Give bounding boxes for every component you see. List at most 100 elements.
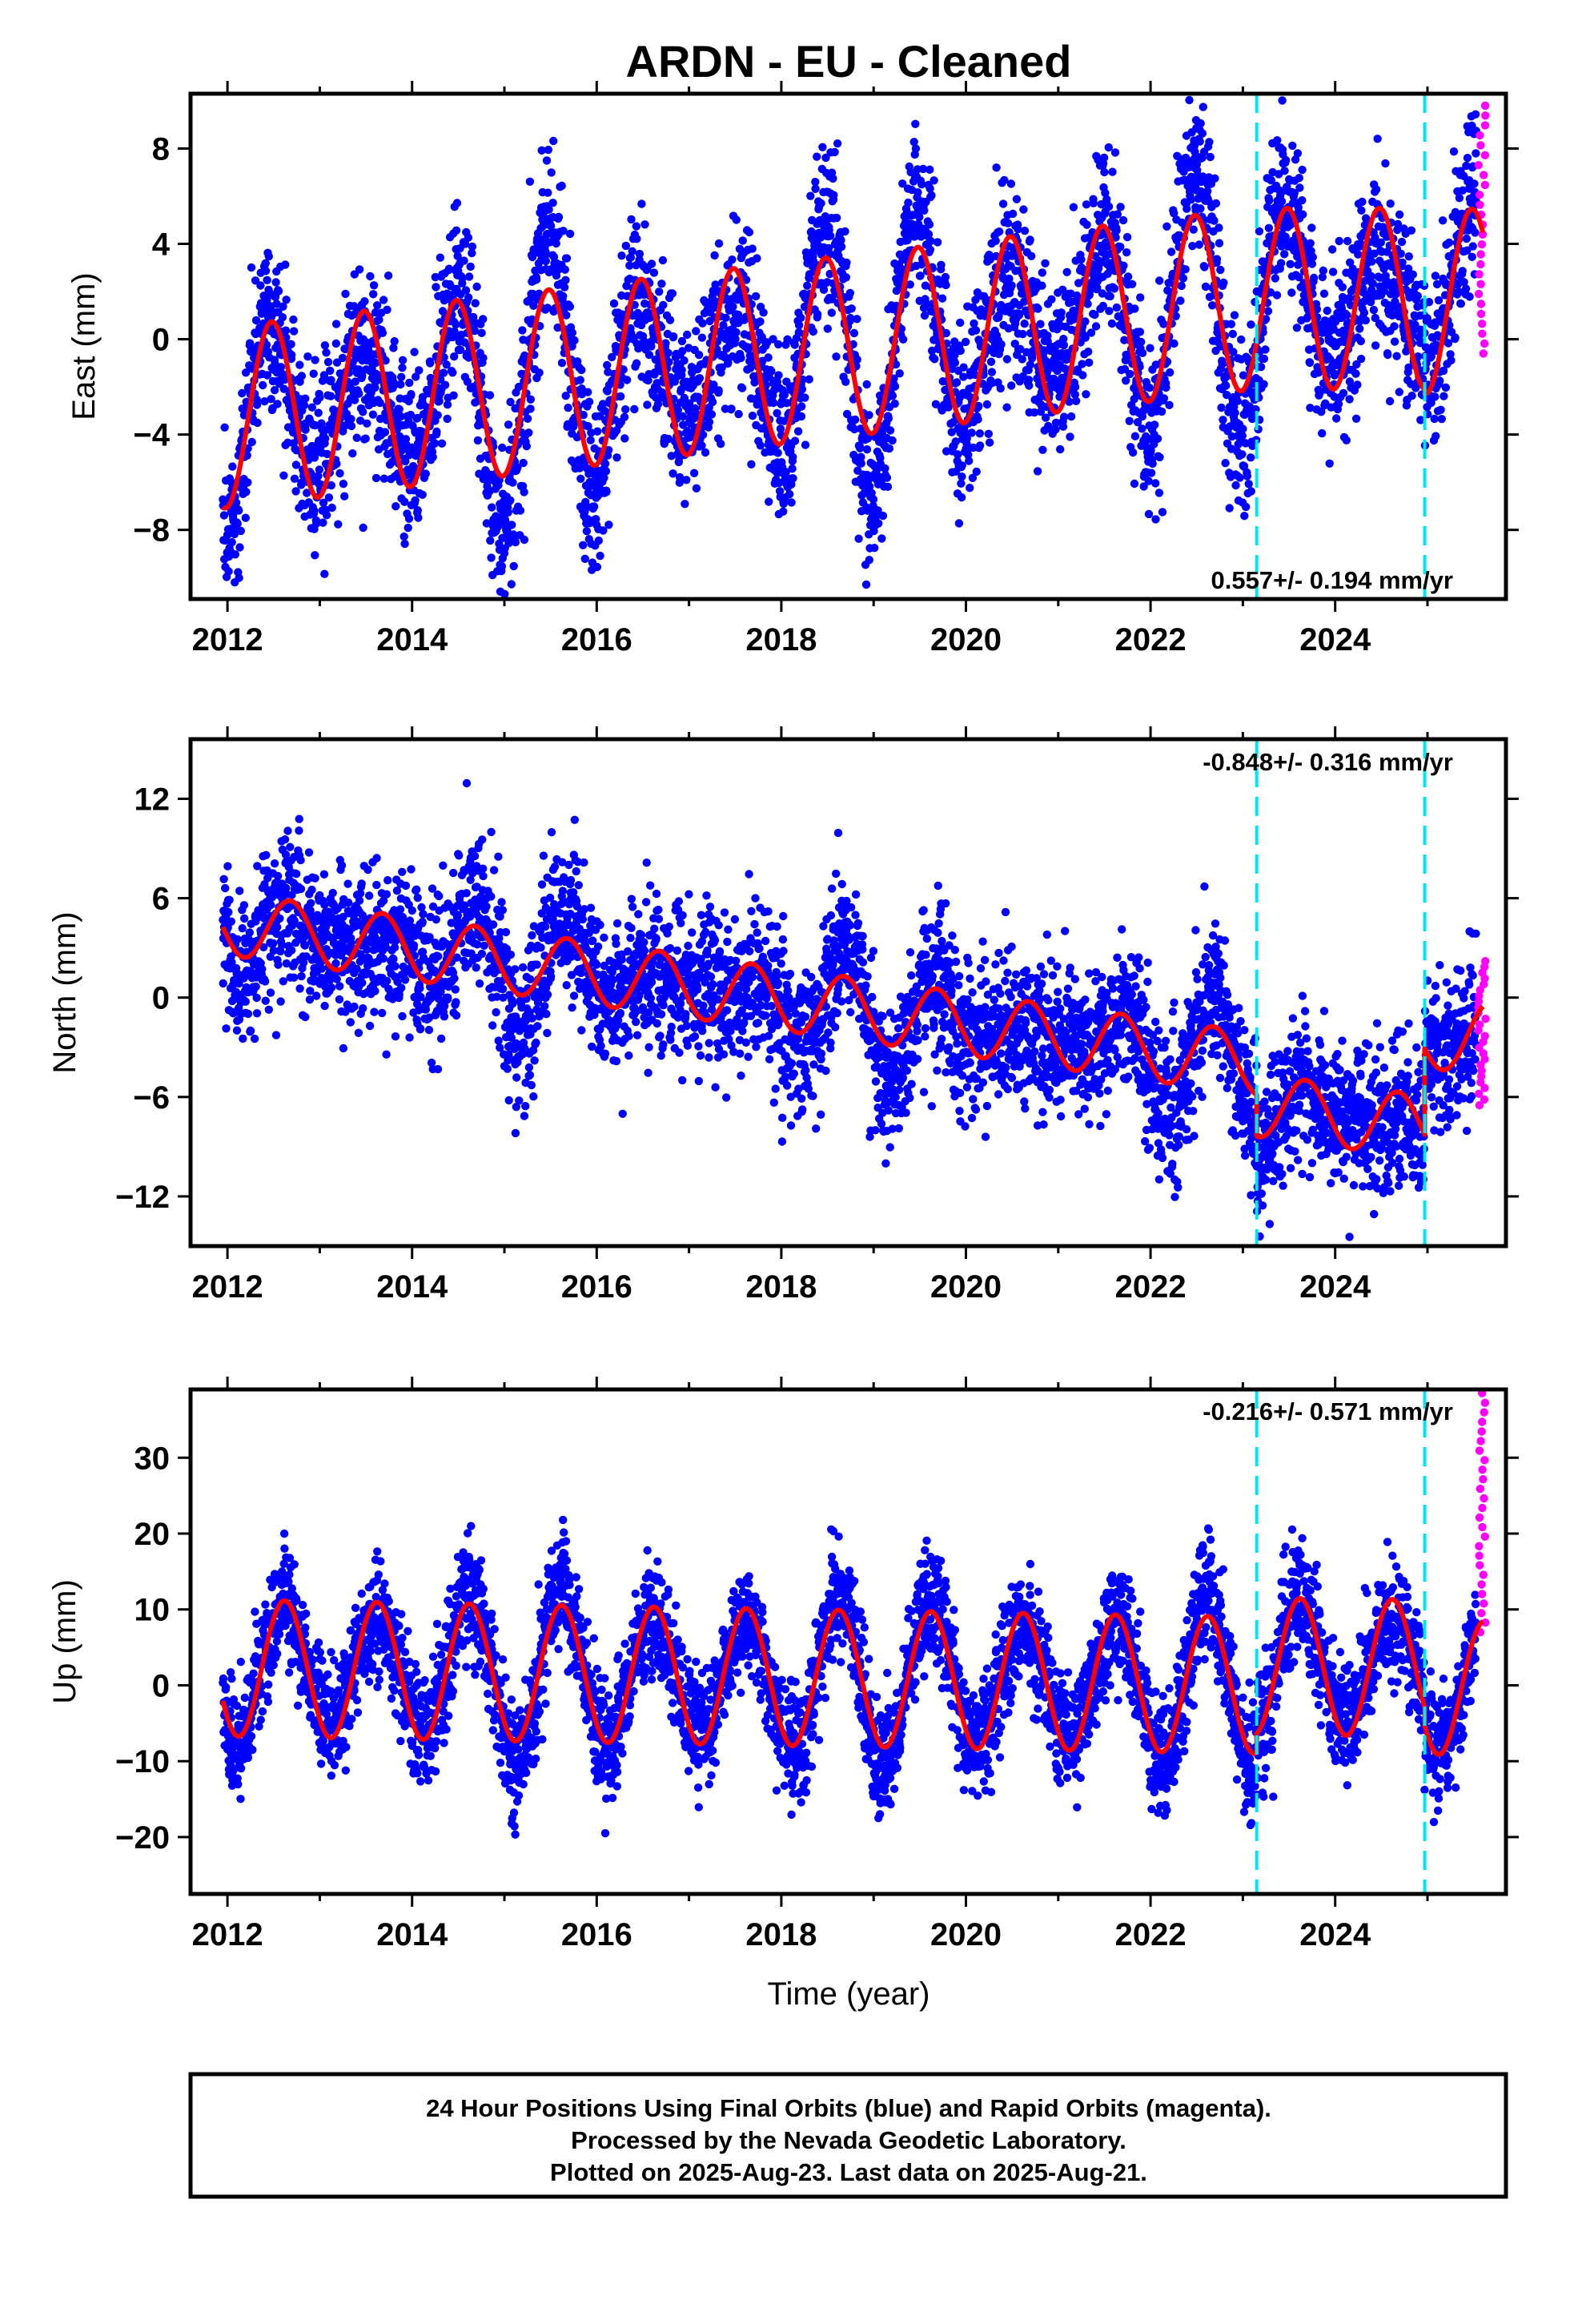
- east-point: [732, 215, 741, 224]
- east-point: [877, 534, 886, 543]
- east-point: [1116, 203, 1125, 211]
- east-point: [413, 506, 422, 515]
- east-point: [432, 427, 441, 436]
- east-point: [297, 372, 306, 380]
- east-point: [315, 465, 324, 474]
- east-point: [959, 372, 968, 381]
- north-point: [222, 1024, 231, 1033]
- east-point: [1195, 137, 1204, 146]
- east-y-tick-label: −4: [133, 418, 170, 453]
- east-point: [632, 222, 640, 231]
- east-point: [1105, 307, 1114, 316]
- east-point: [1219, 416, 1227, 424]
- east-point: [759, 308, 768, 317]
- east-point: [994, 227, 1004, 236]
- east-point: [774, 340, 783, 349]
- east-point: [1082, 200, 1091, 209]
- east-point: [262, 340, 271, 349]
- east-point: [1286, 259, 1295, 268]
- east-point: [600, 459, 610, 468]
- east-point: [485, 391, 495, 400]
- east-point: [1211, 174, 1219, 183]
- east-point: [1067, 297, 1076, 306]
- east-rapid-point: [1474, 289, 1484, 299]
- east-point: [1221, 459, 1230, 468]
- east-point: [1276, 259, 1286, 267]
- east-point: [557, 359, 567, 368]
- east-point: [952, 378, 962, 387]
- east-point: [428, 452, 437, 461]
- east-point: [1122, 248, 1131, 257]
- east-point: [801, 393, 809, 402]
- east-point: [977, 305, 986, 314]
- north-point: [261, 996, 270, 1005]
- east-point: [664, 348, 673, 357]
- north-point: [219, 979, 227, 988]
- east-point: [959, 363, 968, 372]
- east-point: [320, 569, 329, 578]
- east-point: [781, 468, 790, 476]
- north-point: [312, 991, 321, 1000]
- east-point: [1261, 345, 1270, 354]
- east-point: [680, 356, 689, 365]
- east-point: [319, 498, 328, 507]
- east-point: [1110, 284, 1119, 293]
- east-point: [682, 476, 691, 485]
- east-y-tick-label: −8: [133, 513, 170, 549]
- east-point: [1060, 412, 1069, 421]
- east-point: [398, 356, 408, 364]
- east-point: [941, 272, 950, 282]
- north-point: [280, 835, 290, 844]
- east-point: [1196, 204, 1205, 213]
- east-point: [1034, 304, 1042, 313]
- east-point: [1470, 179, 1479, 188]
- east-point: [395, 404, 404, 414]
- east-point: [584, 388, 592, 396]
- east-point: [525, 177, 535, 186]
- east-point: [1181, 265, 1190, 274]
- east-point: [853, 315, 861, 324]
- east-point: [773, 408, 781, 418]
- east-point: [1456, 300, 1466, 308]
- east-point: [247, 263, 256, 272]
- east-point: [279, 302, 287, 311]
- east-point: [263, 296, 271, 304]
- east-point: [1244, 480, 1253, 489]
- east-point: [926, 236, 935, 246]
- east-point: [958, 461, 966, 470]
- east-rapid-point: [1480, 121, 1490, 130]
- east-point: [1407, 226, 1416, 235]
- east-point: [279, 471, 288, 480]
- east-point: [604, 445, 613, 455]
- east-point: [677, 365, 686, 375]
- east-point: [846, 314, 855, 323]
- north-point: [233, 935, 242, 944]
- east-point: [235, 573, 243, 582]
- east-point: [1126, 369, 1134, 379]
- east-point: [291, 487, 300, 496]
- east-point: [1020, 320, 1029, 328]
- east-point: [1110, 148, 1120, 157]
- east-point: [261, 267, 271, 275]
- east-point: [1298, 165, 1307, 175]
- east-point: [1153, 434, 1162, 443]
- east-point: [1071, 396, 1081, 405]
- east-point: [714, 239, 724, 248]
- north-point: [258, 964, 267, 974]
- east-point: [767, 367, 776, 376]
- north-point: [241, 997, 250, 1006]
- east-point: [1468, 242, 1477, 251]
- east-point: [544, 145, 553, 155]
- east-point: [692, 484, 701, 493]
- east-point: [1078, 371, 1087, 380]
- east-point: [473, 436, 483, 445]
- east-point: [327, 480, 335, 490]
- east-point: [347, 421, 356, 431]
- east-point: [773, 377, 782, 386]
- north-point: [276, 997, 285, 1006]
- east-point: [665, 316, 675, 324]
- east-point: [1138, 424, 1146, 433]
- east-point: [873, 506, 882, 515]
- east-point: [314, 408, 323, 417]
- east-point: [415, 366, 424, 375]
